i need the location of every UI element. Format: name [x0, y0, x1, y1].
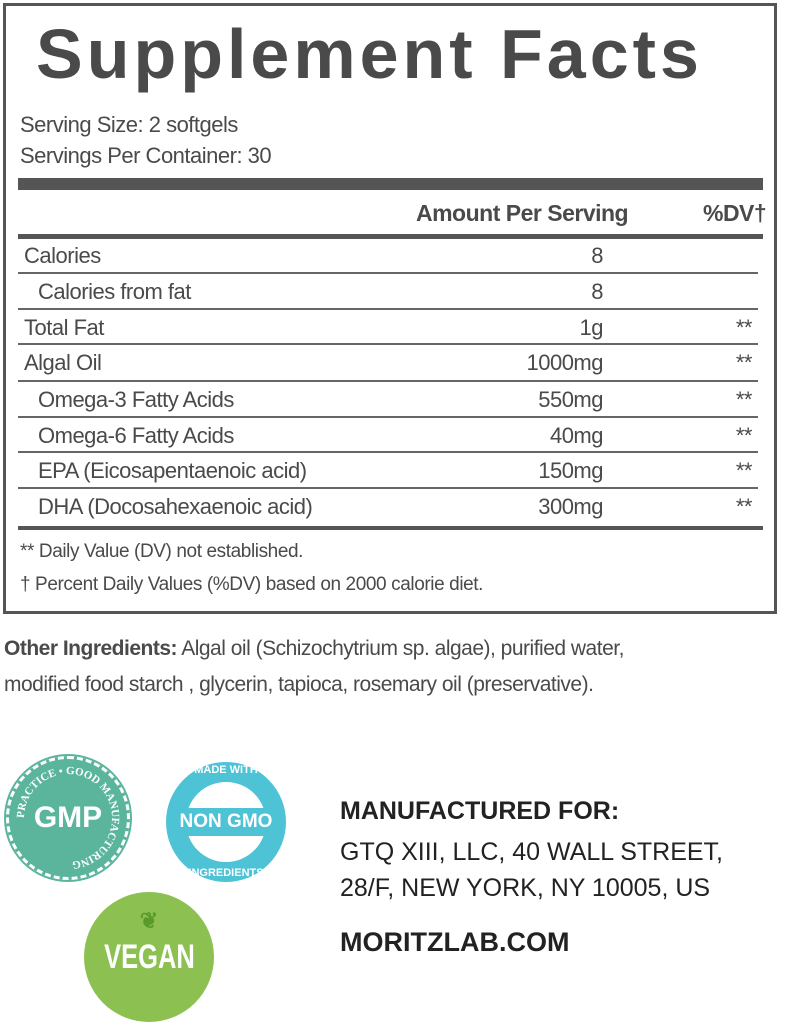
nutrient-amount: 550mg — [538, 387, 603, 412]
gmp-badge: PRACTICE • GOOD MANUFACTURING GMP — [4, 754, 132, 882]
nutrient-name: Algal Oil — [24, 350, 102, 375]
other-ingredients-line2: modified food starch , glycerin, tapioca… — [4, 673, 594, 696]
nutrient-amount: 40mg — [549, 423, 604, 448]
table-row: Calories from fat 8 — [18, 274, 758, 310]
nutrient-name: Total Fat — [24, 315, 104, 340]
nutrient-name: EPA (Eicosapentaenoic acid) — [38, 458, 307, 483]
amount-header: Amount Per Serving — [416, 200, 629, 226]
gmp-ring-text: PRACTICE • GOOD MANUFACTURING — [15, 765, 121, 871]
table-row: Omega-3 Fatty Acids 550mg ** — [18, 382, 758, 418]
row-divider — [18, 308, 758, 310]
table-row: Calories 8 — [18, 238, 758, 274]
vegan-badge: ❦ VEGAN — [84, 892, 214, 1022]
nutrient-amount: 150mg — [538, 458, 603, 483]
other-ingredients-label: Other Ingredients: — [4, 637, 178, 660]
website: MORITZLAB.COM — [340, 927, 570, 957]
nutrient-amount: 1000mg — [526, 350, 603, 375]
non-gmo-top: MADE WITH — [194, 764, 258, 776]
gmp-label: GMP — [33, 801, 103, 834]
other-ingredients-text: Algal oil (Schizochytrium sp. algae), pu… — [177, 637, 624, 660]
non-gmo-label: NON GMO — [174, 808, 278, 836]
table-bottom-divider — [18, 526, 763, 530]
row-divider — [18, 487, 758, 489]
thick-divider — [18, 178, 763, 190]
nutrient-dv: ** — [735, 387, 753, 412]
nutrient-dv: ** — [735, 315, 753, 340]
nutrient-name: Omega-6 Fatty Acids — [38, 423, 234, 448]
nutrient-dv: ** — [735, 494, 753, 519]
row-divider — [18, 451, 758, 453]
nutrient-amount: 300mg — [538, 494, 603, 519]
manufacturer-address-1: GTQ XIII, LLC, 40 WALL STREET, — [340, 838, 723, 866]
non-gmo-badge: MADE WITH NON GMO INGREDIENTS — [166, 762, 286, 882]
nutrient-dv: ** — [735, 350, 753, 375]
manufacturer-heading: MANUFACTURED FOR: — [340, 797, 620, 825]
non-gmo-bottom: INGREDIENTS — [188, 867, 264, 879]
nutrient-dv: ** — [735, 423, 753, 448]
row-divider — [18, 272, 758, 274]
supplement-facts-panel — [3, 3, 777, 614]
row-divider — [18, 380, 758, 382]
serving-size: Serving Size: 2 softgels — [20, 112, 238, 137]
nutrient-name: Calories — [24, 243, 101, 268]
footnote-dv: ** Daily Value (DV) not established. — [20, 541, 304, 562]
table-row: Total Fat 1g ** — [18, 310, 758, 346]
table-row: Omega-6 Fatty Acids 40mg ** — [18, 418, 758, 454]
row-divider — [18, 343, 758, 345]
header-divider — [18, 234, 763, 239]
table-row: Algal Oil 1000mg ** — [18, 345, 758, 381]
nutrient-name: Omega-3 Fatty Acids — [38, 387, 234, 412]
nutrient-amount: 8 — [591, 279, 603, 304]
row-divider — [18, 416, 758, 418]
other-ingredients: Other Ingredients: Algal oil (Schizochyt… — [4, 634, 624, 664]
nutrient-amount: 8 — [591, 243, 603, 268]
vegan-label: VEGAN — [103, 937, 195, 976]
table-row: DHA (Docosahexaenoic acid) 300mg ** — [18, 489, 758, 525]
manufacturer-address-2: 28/F, NEW YORK, NY 10005, US — [340, 874, 711, 902]
nutrient-name: Calories from fat — [38, 279, 191, 304]
servings-per-container: Servings Per Container: 30 — [20, 143, 272, 168]
table-row: EPA (Eicosapentaenoic acid) 150mg ** — [18, 453, 758, 489]
nutrient-amount: 1g — [579, 315, 604, 340]
panel-title: Supplement Facts — [36, 15, 703, 93]
nutrient-dv: ** — [735, 458, 753, 483]
nutrient-name: DHA (Docosahexaenoic acid) — [38, 494, 313, 519]
dv-header: %DV† — [703, 200, 767, 226]
leaf-icon: ❦ — [139, 908, 159, 933]
footnote-percent: † Percent Daily Values (%DV) based on 20… — [20, 574, 484, 595]
